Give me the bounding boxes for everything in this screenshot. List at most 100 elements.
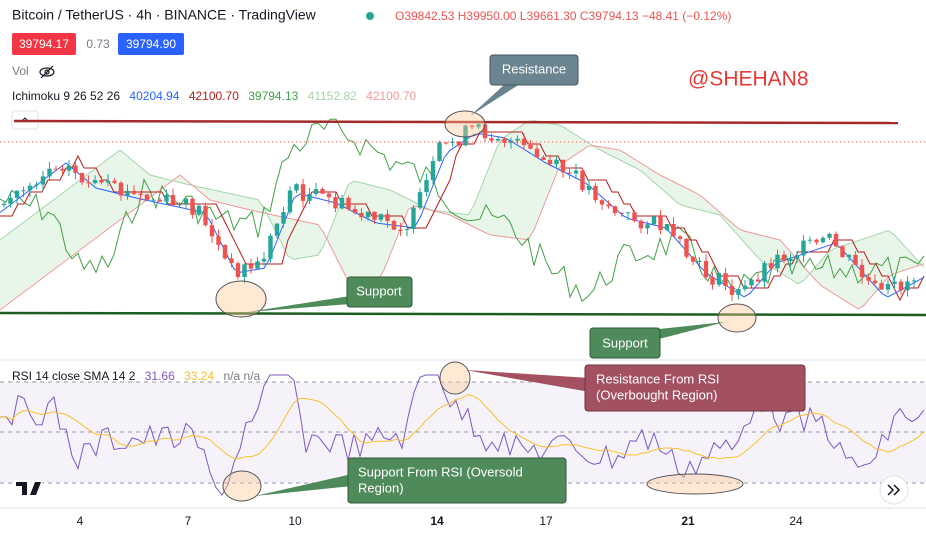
candle-body	[131, 190, 137, 194]
candle-body	[138, 193, 143, 195]
ask-price[interactable]: 39794.90	[126, 37, 176, 51]
candle-body	[47, 168, 52, 177]
hide-icon[interactable]	[39, 65, 55, 79]
candle-body	[612, 206, 618, 213]
candle-body	[872, 280, 878, 284]
candle-body	[684, 238, 689, 257]
candle-body	[268, 235, 273, 259]
candle-body	[274, 223, 280, 236]
candle-body	[346, 197, 351, 209]
price-chart	[0, 118, 925, 311]
candle-body	[242, 264, 247, 278]
candle-body	[820, 237, 826, 243]
sell-button[interactable]	[12, 33, 76, 55]
candle-body	[281, 212, 286, 224]
rsi-resistance-callout: Resistance From RSI (Overbought Region)	[439, 361, 806, 412]
open: O39842.53	[395, 9, 455, 23]
x-axis-label: 21	[681, 514, 695, 528]
candle-body	[294, 184, 299, 191]
candle-body	[53, 168, 59, 170]
candle-body	[703, 260, 709, 278]
rsi-resistance-text: Resistance From RSI	[596, 371, 720, 386]
candle-body	[664, 224, 670, 230]
candle-body	[508, 140, 514, 143]
candle-body	[859, 264, 865, 278]
candle-body	[404, 229, 410, 231]
resistance-callout: Resistance	[444, 54, 579, 138]
candle-body	[632, 212, 637, 221]
candle-body	[911, 280, 917, 282]
candle-body	[905, 281, 910, 291]
candle-body	[151, 199, 156, 201]
volume-label: Vol	[12, 64, 29, 78]
candle-body	[60, 168, 65, 171]
candle-body	[534, 148, 540, 158]
candle-body	[690, 256, 696, 262]
candle-body	[560, 159, 566, 173]
candle-body	[359, 212, 364, 218]
candle-body	[430, 161, 436, 181]
support-left-text: Support	[356, 283, 402, 298]
candle-body	[443, 142, 449, 144]
buy-button[interactable]	[118, 33, 184, 55]
candle-body	[79, 172, 85, 183]
candle-body	[833, 233, 839, 247]
candle-body	[14, 190, 20, 198]
candle-body	[547, 159, 553, 165]
candle-body	[879, 283, 884, 290]
support-right-text: Support	[602, 335, 648, 350]
candle-body	[235, 263, 241, 278]
candle-body	[333, 197, 338, 209]
base-value: 42100.70	[189, 89, 239, 103]
rsi-label: RSI 14 close SMA 14 2 31.66 33.24 n/a n/…	[12, 369, 261, 383]
conversion-value: 40204.94	[129, 89, 179, 103]
change: −48.41 (−0.12%)	[642, 9, 731, 23]
candle-body	[645, 224, 650, 229]
candle-body	[515, 138, 520, 141]
candle-body	[788, 258, 793, 262]
candle-body	[196, 205, 202, 215]
ichimoku-cloud	[0, 120, 924, 310]
candle-body	[177, 203, 182, 206]
candle-body	[599, 200, 605, 205]
ichimoku-title: Ichimoku 9 26 52 26	[12, 89, 120, 103]
candle-body	[885, 283, 891, 290]
candle-body	[307, 193, 312, 201]
scroll-right-button[interactable]	[879, 475, 909, 505]
support-line	[0, 311, 926, 317]
candle-body	[229, 258, 234, 264]
candle-body	[742, 285, 748, 290]
x-axis-label: 14	[430, 514, 444, 528]
tradingview-logo[interactable]	[14, 480, 42, 498]
candle-body	[391, 220, 397, 230]
base-line	[0, 131, 925, 302]
candle-body	[424, 180, 429, 193]
bid-price[interactable]: 39794.17	[19, 37, 69, 51]
candle-body	[190, 198, 195, 215]
candle-body	[554, 159, 559, 165]
candle-body	[112, 180, 117, 183]
support-left-callout: Support	[215, 276, 413, 318]
x-axis: 4 7 10 14 17 21 24	[77, 514, 803, 528]
candle-body	[320, 189, 325, 194]
rsi-resistance-text: (Overbought Region)	[596, 387, 717, 402]
candle-body	[807, 239, 813, 241]
resistance-line	[13, 119, 899, 125]
candle-body	[313, 189, 319, 194]
candle-body	[437, 142, 442, 162]
x-axis-label: 4	[77, 514, 84, 528]
watermark: @SHEHAN8	[688, 68, 809, 91]
candle-body	[352, 208, 358, 213]
candle-body	[248, 264, 254, 269]
candle-body	[814, 239, 819, 243]
candle-body	[411, 207, 416, 230]
candle-body	[619, 212, 624, 214]
candle-body	[892, 281, 897, 284]
candle-body	[40, 176, 46, 185]
rsi-support-text: Support From RSI (Oversold	[358, 464, 523, 479]
x-axis-label: 10	[288, 514, 302, 528]
candle-body	[326, 193, 332, 198]
candle-body	[723, 273, 728, 287]
candle-body	[170, 194, 176, 206]
candle-body	[157, 199, 163, 202]
